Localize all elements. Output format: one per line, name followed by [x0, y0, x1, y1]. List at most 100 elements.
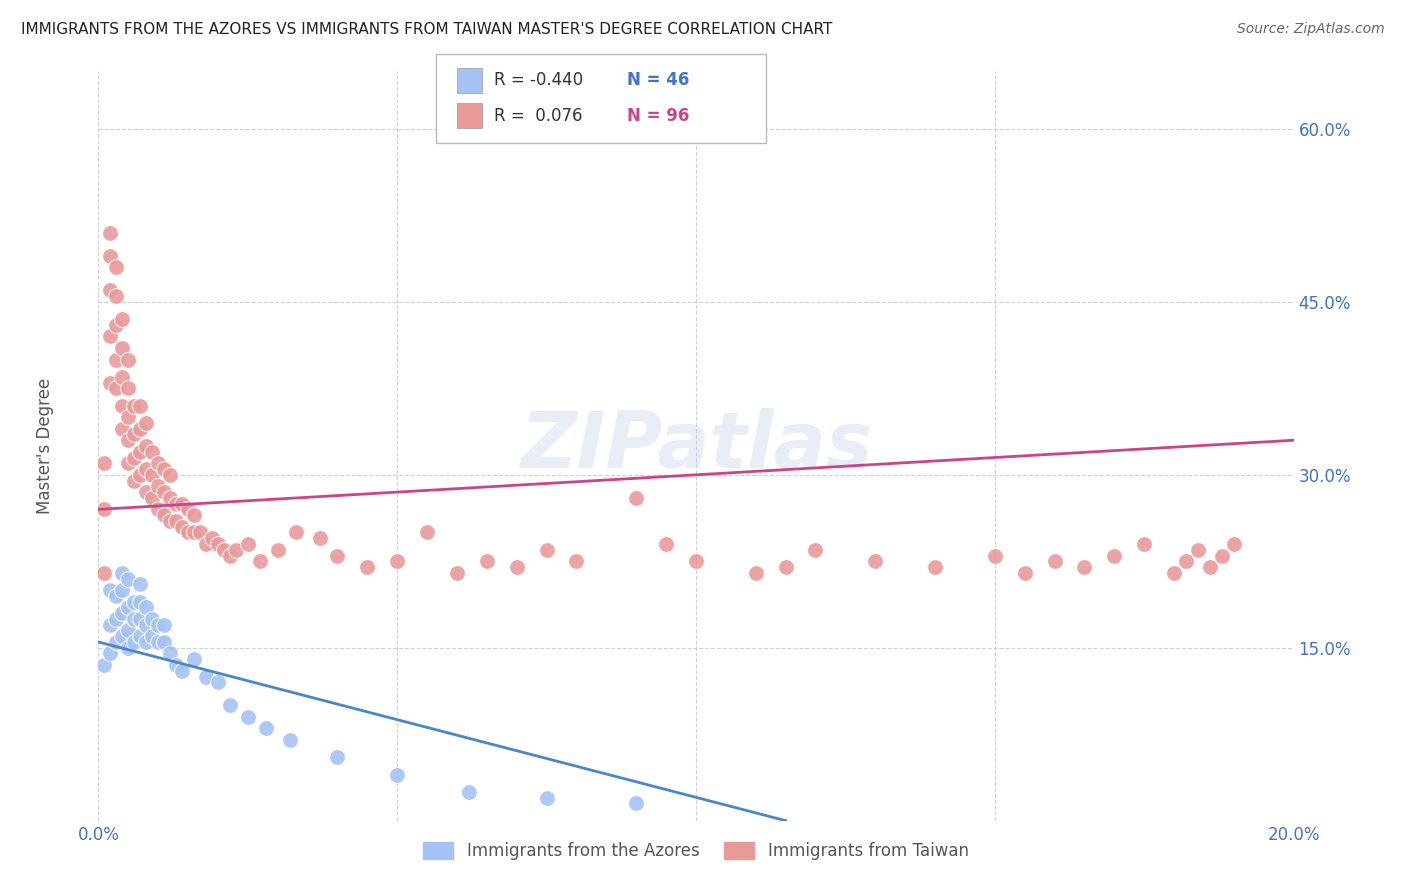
Point: [129, 629, 152, 643]
Point: [207, 675, 229, 690]
Point: [775, 560, 797, 574]
Point: [111, 422, 134, 436]
Point: [536, 790, 558, 805]
Point: [135, 485, 157, 500]
Point: [685, 554, 707, 568]
Point: [172, 664, 194, 678]
Point: [135, 439, 157, 453]
Point: [98, 284, 122, 298]
Point: [177, 502, 200, 516]
Point: [984, 549, 1007, 563]
Point: [117, 624, 139, 638]
Point: [458, 785, 481, 799]
Text: R =  0.076: R = 0.076: [494, 107, 582, 125]
Point: [124, 450, 146, 465]
Point: [124, 474, 146, 488]
Point: [124, 635, 146, 649]
Text: ZIPatlas: ZIPatlas: [520, 408, 872, 484]
Point: [536, 542, 558, 557]
Point: [1163, 566, 1185, 580]
Point: [172, 497, 194, 511]
Point: [98, 583, 122, 598]
Point: [188, 525, 211, 540]
Point: [212, 542, 235, 557]
Point: [117, 600, 139, 615]
Point: [475, 554, 498, 568]
Point: [124, 399, 146, 413]
Point: [141, 444, 163, 458]
Point: [1043, 554, 1066, 568]
Point: [225, 542, 247, 557]
Point: [254, 722, 277, 736]
Point: [111, 583, 134, 598]
Point: [1073, 560, 1095, 574]
Point: [865, 554, 887, 568]
Point: [148, 479, 170, 493]
Point: [385, 554, 409, 568]
Point: [326, 549, 349, 563]
Point: [267, 542, 290, 557]
Point: [111, 369, 134, 384]
Point: [195, 537, 218, 551]
Text: R = -0.440: R = -0.440: [494, 71, 582, 89]
Point: [117, 456, 139, 470]
Point: [124, 427, 146, 442]
Point: [111, 606, 134, 620]
Point: [626, 797, 648, 811]
Point: [135, 416, 157, 430]
Point: [129, 444, 152, 458]
Text: N = 46: N = 46: [627, 71, 689, 89]
Text: IMMIGRANTS FROM THE AZORES VS IMMIGRANTS FROM TAIWAN MASTER'S DEGREE CORRELATION: IMMIGRANTS FROM THE AZORES VS IMMIGRANTS…: [21, 22, 832, 37]
Point: [148, 617, 170, 632]
Point: [153, 485, 176, 500]
Point: [249, 554, 271, 568]
Text: Master's Degree: Master's Degree: [35, 378, 53, 514]
Point: [165, 514, 187, 528]
Point: [111, 629, 134, 643]
Point: [141, 491, 163, 505]
Point: [105, 260, 128, 275]
Point: [105, 612, 128, 626]
Point: [284, 525, 307, 540]
Point: [308, 531, 330, 545]
Text: N = 96: N = 96: [627, 107, 689, 125]
Point: [1211, 549, 1233, 563]
Point: [124, 594, 146, 608]
Point: [207, 537, 229, 551]
Point: [117, 352, 139, 367]
Point: [1199, 560, 1222, 574]
Point: [195, 669, 218, 683]
Point: [236, 537, 259, 551]
Point: [219, 698, 242, 713]
Point: [135, 635, 157, 649]
Point: [129, 399, 152, 413]
Point: [924, 560, 946, 574]
Point: [201, 531, 224, 545]
Point: [183, 652, 205, 666]
Point: [111, 341, 134, 355]
Point: [105, 289, 128, 303]
Point: [98, 226, 122, 240]
Point: [165, 497, 187, 511]
Point: [153, 462, 176, 476]
Point: [129, 594, 152, 608]
Point: [148, 502, 170, 516]
Point: [153, 635, 176, 649]
Point: [141, 629, 163, 643]
Point: [93, 456, 115, 470]
Point: [105, 589, 128, 603]
Point: [236, 710, 259, 724]
Point: [446, 566, 468, 580]
Point: [356, 560, 378, 574]
Point: [141, 467, 163, 482]
Point: [111, 312, 134, 326]
Point: [129, 467, 152, 482]
Point: [148, 456, 170, 470]
Point: [129, 422, 152, 436]
Point: [804, 542, 827, 557]
Point: [1104, 549, 1126, 563]
Point: [135, 600, 157, 615]
Point: [98, 376, 122, 390]
Text: Source: ZipAtlas.com: Source: ZipAtlas.com: [1237, 22, 1385, 37]
Point: [111, 566, 134, 580]
